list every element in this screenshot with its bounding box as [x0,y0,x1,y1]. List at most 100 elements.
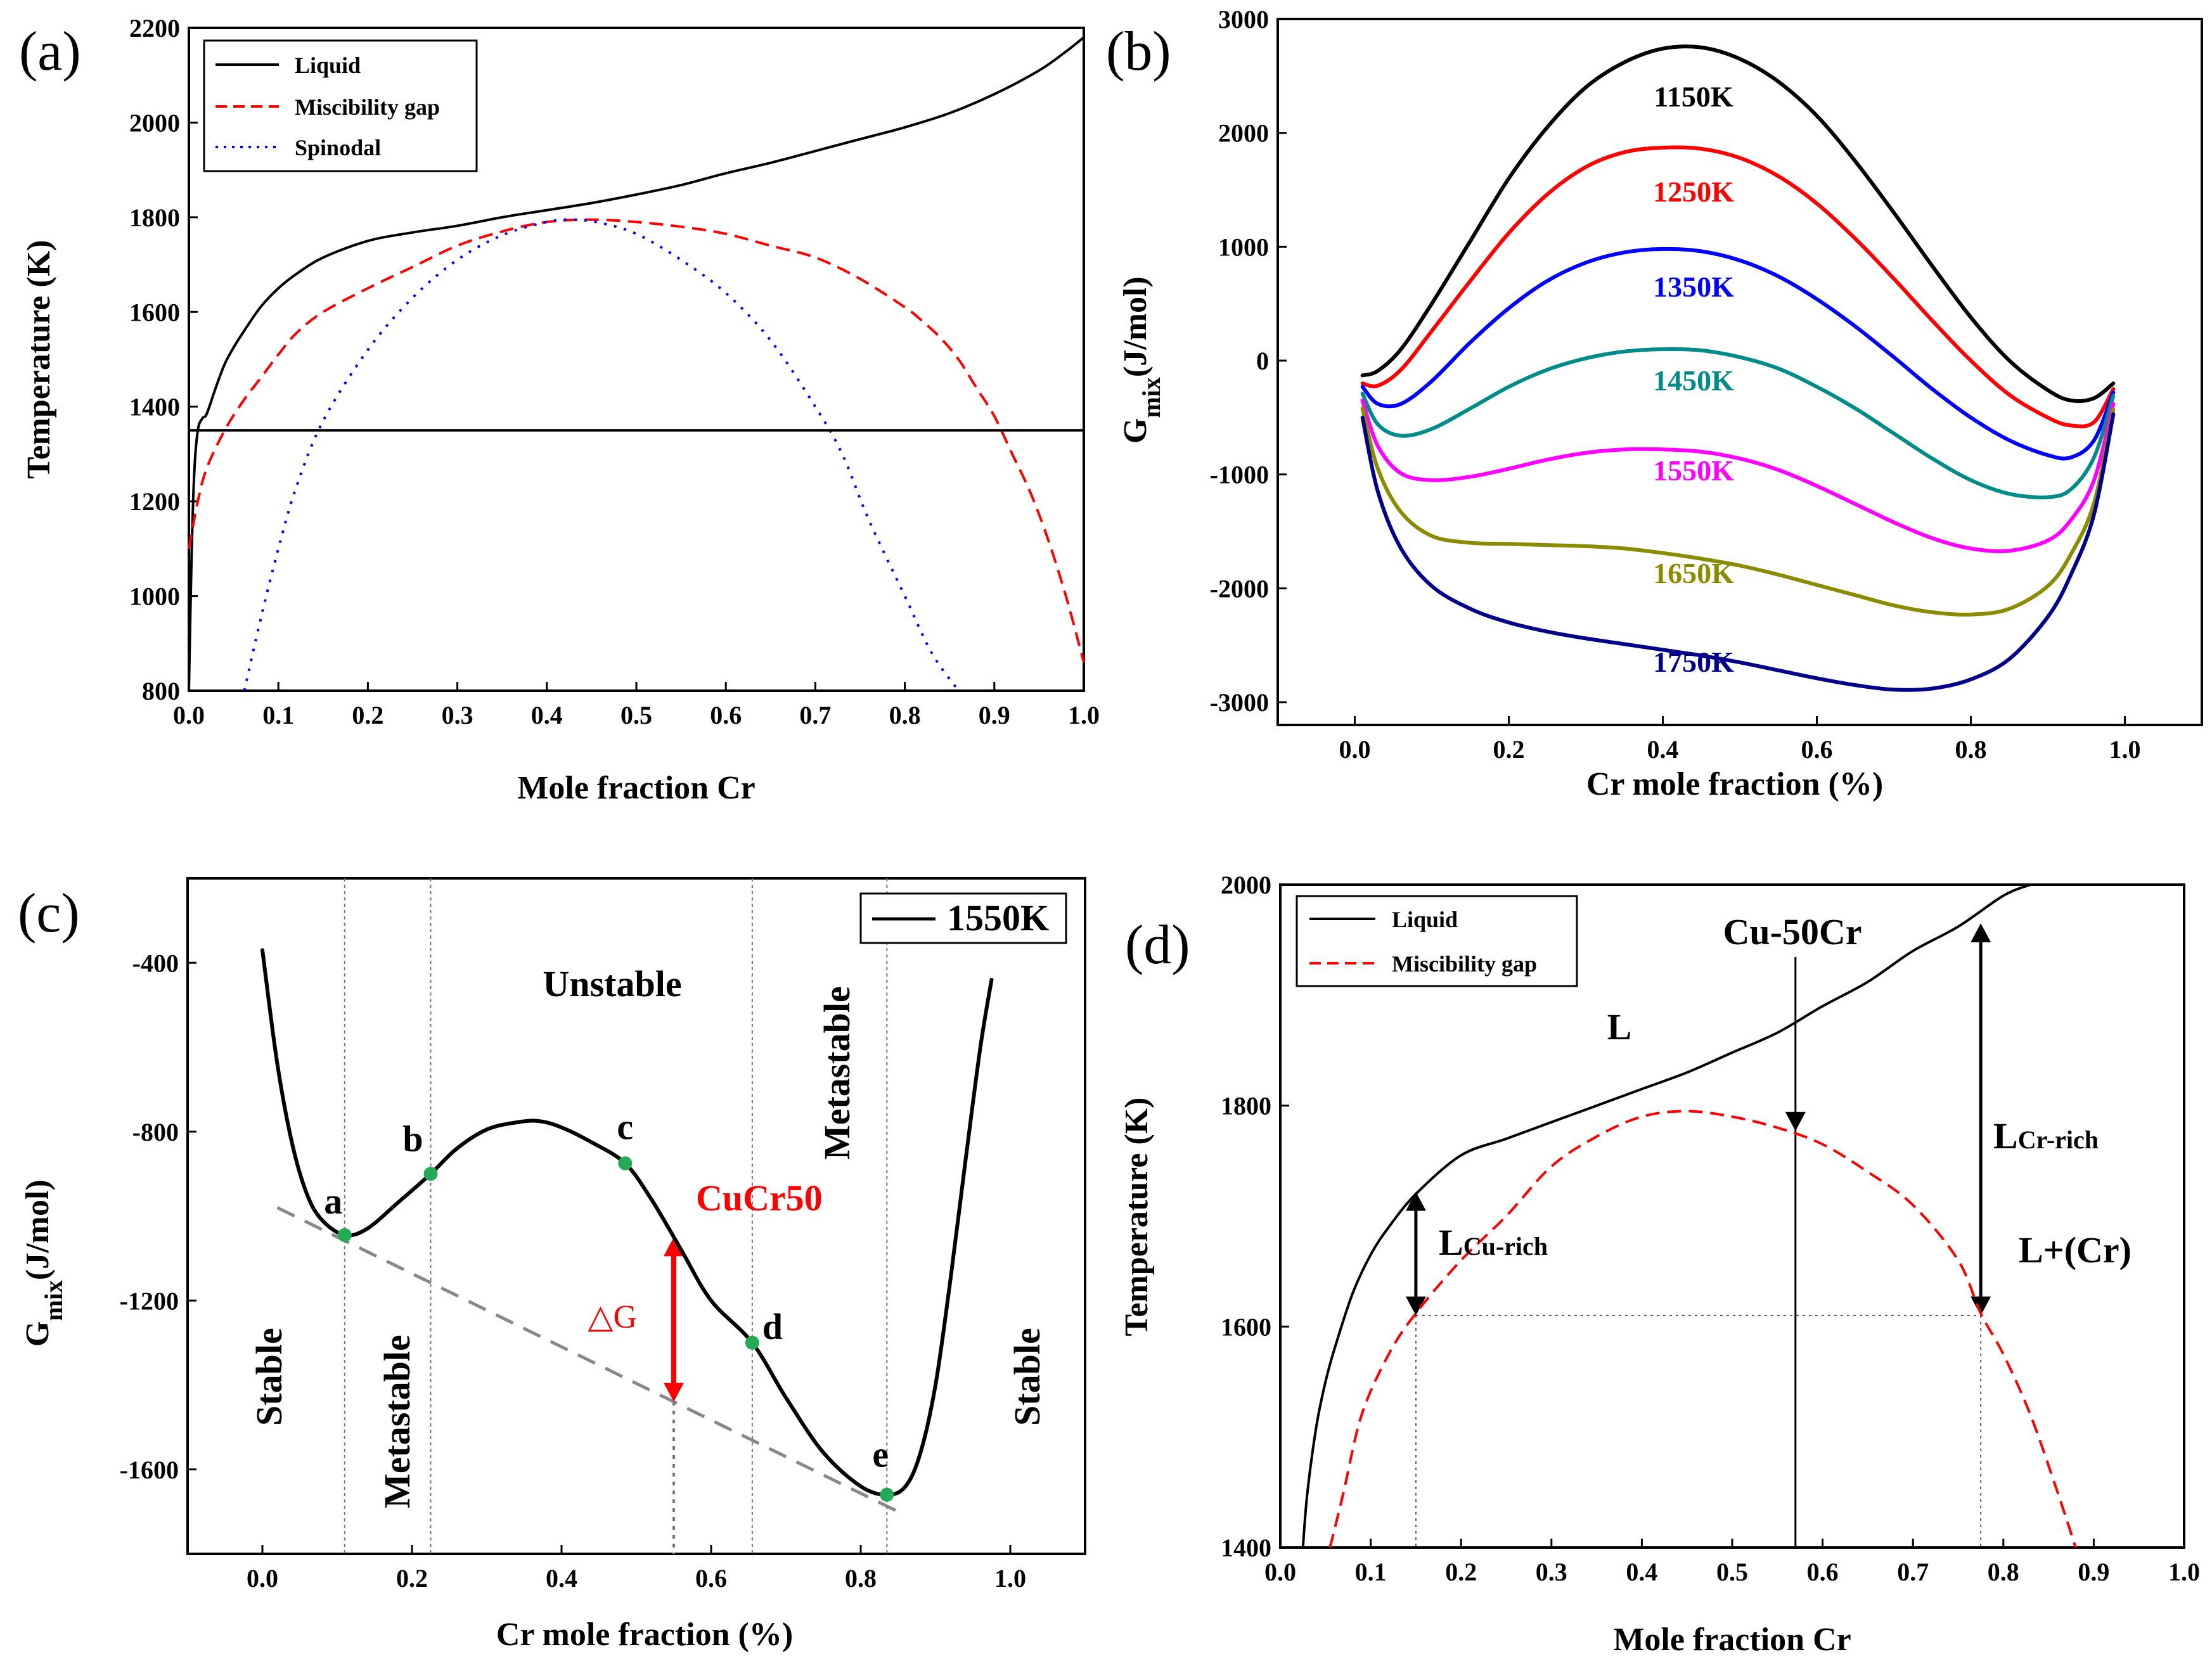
x-tick-label: 0.5 [621,701,652,729]
x-tick-label: 0.4 [1647,735,1679,764]
x-tick-label: 0.0 [1339,735,1371,764]
curve-label-1150K: 1150K [1654,80,1733,113]
y-tick-label: 2200 [129,14,180,42]
series-miscibility-gap [188,218,1085,663]
x-axis-label-a: Mole fraction Cr [517,770,755,806]
legend-liquid-a: Liquid [295,53,361,78]
x-tick-label: 0.0 [1264,1558,1296,1586]
series-miscibility-gap [1328,1110,2077,1548]
common-tangent-line [276,1206,899,1513]
x-tick-label: 0.2 [352,701,383,729]
axis-ticks-b: 0.0 0.2 0.4 0.6 0.8 1.0 -3000 -2000 -1000 0 1000 20… [1210,5,2141,764]
x-tick-label: 0.2 [396,1564,428,1593]
x-tick-label: 0.7 [1897,1558,1929,1586]
x-tick-label: 0.3 [1536,1558,1567,1586]
legend-box-a [203,39,478,172]
y-axis-label-c-main: G [20,1321,56,1347]
x-tick-label: 0.8 [845,1564,877,1593]
y-axis-label-c-rest: (J/mol) [20,1179,56,1280]
x-axis-label-b: Cr mole fraction (%) [1586,766,1883,802]
region-unstable: Unstable [543,963,681,1004]
panel-b: (b) 0.0 0.2 0.4 0.6 0.8 1.0 -3000 -2000 -1000 0 10… [1106,5,2203,802]
x-tick-label: 0.4 [546,1564,577,1593]
axis-ticks-d: 0.0 0.1 0.2 0.3 0.4 0.5 0.6 0.7 0.8 0.9 1.0 1400 160… [1221,871,2200,1586]
y-tick-label: -400 [132,949,179,977]
series-1650k [1360,406,2116,617]
region-metastable-left: Metastable [376,1335,418,1508]
cu-rich-label: LCu-rich [1439,1222,1548,1263]
x-tick-label: 0.6 [695,1564,727,1593]
x-tick-label: 0.9 [2078,1558,2109,1586]
x-tick-label: 0.1 [262,701,294,729]
y-tick-label: -1600 [120,1456,179,1484]
curves-d [1301,883,2077,1549]
point-a [337,1228,352,1242]
x-tick-label: 0.8 [1955,735,1987,764]
region-stable-right: Stable [1006,1328,1048,1426]
y-tick-label: 1600 [1221,1312,1271,1341]
alloy-label-c: CuCr50 [696,1177,823,1219]
y-tick-label: -1000 [1210,461,1269,489]
x-tick-label: 0.2 [1445,1558,1477,1586]
series-1550k [1360,398,2116,553]
x-tick-label: 0.6 [710,701,742,729]
panel-label-d: (d) [1125,914,1190,976]
x-tick-label: 0.5 [1716,1558,1748,1586]
panel-label-c: (c) [18,883,80,944]
x-tick-label: 1.0 [2109,735,2141,764]
x-tick-label: 0.0 [173,701,205,729]
plot-frame-c [186,877,1086,1555]
x-tick-label: 0.3 [442,701,473,729]
two-phase-label: L+(Cr) [2019,1229,2132,1271]
legend-1550K-c: 1550K [947,897,1049,939]
cu-rich-arrow-up [1405,1191,1426,1211]
curve-label-1450K: 1450K [1653,364,1734,397]
panel-d: (d) 0.0 0.1 0.2 0.3 0.4 0.5 0.6 0.7 0.8 0.9 1.0 140… [1119,871,2200,1658]
curves-b [1360,44,2116,692]
x-axis-label-c: Cr mole fraction (%) [496,1617,793,1653]
curves-a [188,35,1085,692]
panel-label-a: (a) [19,21,81,82]
y-tick-label: 2000 [1218,119,1269,148]
guides-c [276,878,899,1554]
series-liquid [1301,883,2032,1549]
region-labels-c: Stable Metastable Unstable Metastable St… [248,963,1048,1508]
delta-g-arrow-head-down [664,1382,684,1402]
y-tick-label: 1400 [1221,1534,1271,1562]
delta-g-arrow-head-up [664,1237,684,1257]
series-liquid [188,35,1085,692]
y-tick-label: 1800 [1221,1092,1271,1120]
point-c [618,1156,633,1170]
series-1350k [1360,247,2116,461]
y-tick-label: 800 [142,677,180,705]
phase-label-L: L [1607,1006,1632,1048]
region-stable-left: Stable [248,1328,290,1426]
y-tick-label: 2000 [129,108,180,137]
point-label-c: c [617,1106,633,1148]
x-tick-label: 0.8 [889,701,921,729]
curve-label-1350K: 1350K [1653,271,1734,303]
y-tick-label: -2000 [1210,574,1269,603]
y-tick-label: 1600 [129,298,180,326]
cu-rich-L: L [1439,1222,1463,1263]
legend-gap-d: Miscibility gap [1392,951,1537,977]
x-tick-label: 0.9 [979,701,1010,729]
series-1750k [1360,412,2116,692]
annotations-d: L Cu-50Cr LCr-rich LCu-rich L+(Cr) [1439,911,2132,1271]
alloy-label-d: Cu-50Cr [1723,911,1862,952]
delta-g-label: △G [588,1299,637,1335]
x-tick-label: 0.2 [1493,735,1525,764]
legend-box-d [1296,895,1578,987]
series-spinodal [243,218,960,692]
y-tick-label: 0 [1256,347,1269,375]
x-tick-label: 0.4 [1626,1558,1657,1586]
x-tick-label: 0.0 [247,1564,278,1593]
x-tick-label: 1.0 [2168,1558,2200,1586]
point-e [880,1487,894,1502]
legend-c: 1550K [859,892,1067,944]
y-axis-label-a: Temperature (K) [21,240,57,479]
x-tick-label: 0.6 [1807,1558,1839,1586]
panel-a: (a) 0.0 0.1 0.2 0.3 0.4 0.5 0.6 0.7 0.8 0.9 1.0 800… [19,14,1100,806]
legend-d: Liquid Miscibility gap [1296,895,1578,987]
